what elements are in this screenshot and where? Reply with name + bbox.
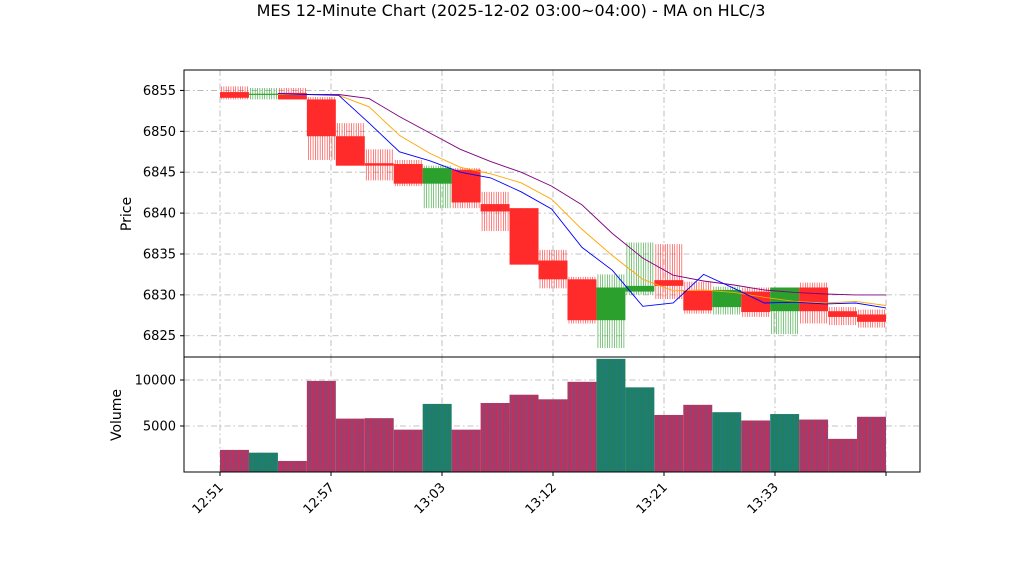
- price-y-ticks: 6825 6830 6835 6840 6845 6850 6855: [143, 84, 184, 344]
- candle-body: [277, 92, 307, 100]
- price-tick-label: 6840: [143, 207, 176, 222]
- ma-fast-line: [277, 93, 887, 309]
- candle-body: [770, 287, 800, 312]
- volume-bars: [220, 358, 886, 472]
- price-panel: 6825 6830 6835 6840 6845 6850 6855 Price: [119, 69, 921, 358]
- candle-body: [538, 260, 568, 280]
- candle-body: [248, 93, 278, 95]
- volume-y-ticks: 5000 10000: [135, 374, 184, 435]
- candle-body: [654, 280, 684, 286]
- candle-body: [683, 290, 713, 311]
- candle-body: [857, 314, 886, 322]
- candle-body: [712, 289, 742, 308]
- candle-body: [393, 164, 423, 184]
- volume-panel-frame: [183, 356, 921, 473]
- candle-body: [828, 311, 858, 317]
- volume-tick-label: 5000: [143, 420, 176, 435]
- ma-slow-line: [277, 94, 886, 296]
- candle-body: [364, 163, 394, 166]
- price-tick-label: 6835: [143, 247, 176, 262]
- candle-body: [480, 204, 510, 212]
- candle-body: [306, 99, 336, 137]
- price-tick-label: 6825: [143, 329, 176, 344]
- price-tick-label: 6845: [143, 166, 176, 181]
- candle-body: [567, 279, 597, 321]
- price-tick-label: 6855: [143, 84, 176, 99]
- candle-body: [451, 169, 481, 203]
- candle-body: [509, 208, 539, 265]
- candle-body: [596, 287, 626, 321]
- moving-average-lines: [277, 93, 887, 309]
- volume-tick-label: 10000: [135, 374, 176, 389]
- volume-axis-label: Volume: [109, 389, 125, 441]
- ma-mid-line: [277, 94, 887, 306]
- chart-title: MES 12-Minute Chart (2025-12-02 03:00~04…: [257, 1, 766, 20]
- price-axis-label: Price: [119, 197, 135, 231]
- candle-body: [335, 136, 365, 166]
- price-candles: [220, 86, 886, 349]
- candle-body: [422, 168, 452, 184]
- price-tick-label: 6830: [143, 288, 176, 303]
- price-tick-label: 6850: [143, 125, 176, 140]
- candle-body: [220, 92, 249, 98]
- candle-body: [625, 285, 655, 292]
- volume-panel: 5000 10000 Volume: [109, 356, 921, 473]
- candle-body: [799, 287, 829, 312]
